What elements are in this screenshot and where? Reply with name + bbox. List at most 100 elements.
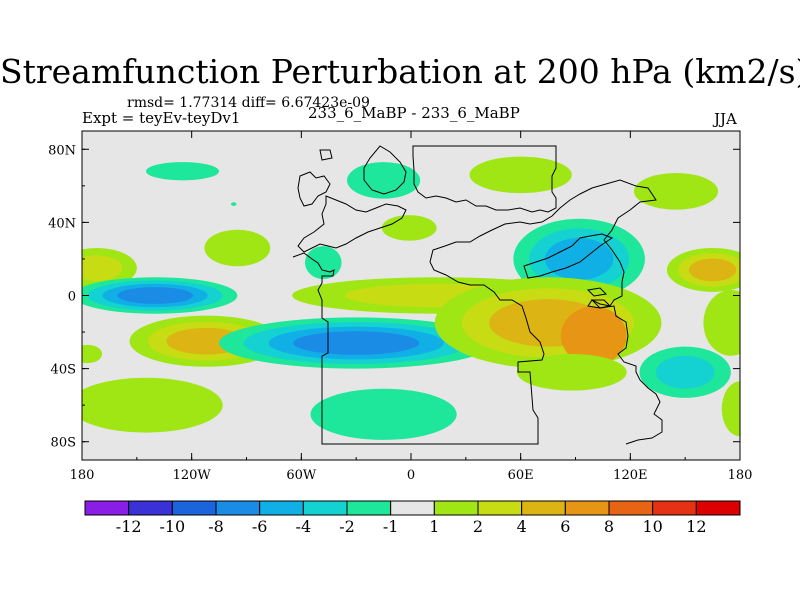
contour-blob (82, 277, 238, 314)
colorbar-box (695, 500, 741, 516)
colorbar-box (346, 500, 392, 516)
contour-blob (469, 156, 572, 194)
contour-level-neg1 (304, 246, 342, 280)
contour-blob (703, 290, 740, 356)
contour-blob (82, 247, 137, 289)
colorbar-label: 10 (642, 517, 662, 536)
contour-level-4 (688, 258, 737, 282)
rmsd-label: rmsd= 1.77314 diff= 6.67423e-09 (127, 95, 370, 111)
colorbar-label: 1 (429, 517, 439, 536)
colorbar-label: -8 (208, 517, 224, 536)
colorbar-label: 12 (686, 517, 706, 536)
x-tick-label: 0 (407, 468, 415, 483)
coastline-south-america (292, 179, 663, 445)
contour-level-neg1 (347, 162, 421, 199)
y-tick-label: 80S (51, 436, 76, 451)
contour-blob (347, 162, 421, 199)
contour-blob (82, 377, 223, 433)
colorbar: -12 -10 -8 -6 -4 -2 -1 1 2 4 6 8 10 12 (84, 500, 741, 536)
y-tick-label: 0 (68, 290, 76, 305)
contour-level-1 (517, 353, 627, 391)
contour-level-1 (204, 229, 271, 267)
experiment-label: Expt = teyEv-teyDv1 (82, 109, 241, 127)
contour-level-1 (381, 215, 437, 241)
x-tick-label: 60E (508, 468, 534, 483)
y-tick-label: 40S (51, 363, 76, 378)
contour-level-1 (703, 290, 740, 356)
contour-blob (434, 277, 662, 369)
colorbar-box (84, 500, 130, 516)
colorbar-box (171, 500, 217, 516)
colorbar-label: -12 (116, 517, 142, 536)
x-tick-label: 120W (173, 468, 212, 483)
coastline-north-america (297, 195, 407, 253)
colorbar-label: 2 (473, 517, 483, 536)
colorbar-label: -2 (339, 517, 355, 536)
contour-blob (304, 246, 342, 280)
colorbar-box (608, 500, 654, 516)
x-tick-label: 180 (70, 468, 95, 483)
colorbar-label: 8 (604, 517, 614, 536)
contour-level-2 (82, 255, 123, 281)
colorbar-box (521, 500, 566, 516)
colorbar-box (564, 500, 610, 516)
x-tick-label: 180 (728, 468, 753, 483)
contour-blob (560, 306, 627, 365)
contour-level-1 (82, 377, 223, 433)
colorbar-box (259, 500, 304, 516)
season-label: JJA (714, 110, 737, 128)
contour-blob (145, 162, 220, 181)
contour-level-neg1 (310, 388, 457, 440)
colorbar-box (128, 500, 173, 516)
contour-level-1 (633, 173, 719, 210)
colorbar-label: -1 (383, 517, 399, 536)
contour-level-neg2 (655, 355, 715, 389)
contour-level-neg6 (117, 287, 193, 304)
contour-blob (230, 202, 237, 206)
contour-blob (204, 229, 271, 267)
contour-blob (310, 388, 457, 440)
contour-blob (633, 173, 719, 210)
colorbar-label: 4 (517, 517, 527, 536)
contour-level-1 (82, 344, 103, 364)
x-axis: 180 120W 60W 0 60E 120E 180 (70, 131, 753, 483)
contour-blob (721, 381, 740, 437)
contour-blob (639, 346, 731, 398)
colorbar-label: 6 (560, 517, 570, 536)
coastline-north-eu (412, 145, 557, 213)
colorbar-label: -10 (159, 517, 185, 536)
contour-blob (219, 317, 494, 369)
contour-level-neg1 (230, 202, 237, 206)
colorbar-box (390, 500, 435, 516)
y-tick-label: 40N (48, 216, 76, 231)
contour-fill-layer (82, 156, 740, 440)
y-axis: 80N 40N 0 40S 80S (48, 143, 740, 451)
chart-title: Streamfunction Perturbation at 200 hPa (… (0, 52, 800, 91)
contour-blob (82, 344, 103, 364)
case-label: 233_6_MaBP - 233_6_MaBP (308, 104, 520, 122)
contour-level-neg6 (293, 331, 420, 355)
colorbar-box (215, 500, 261, 516)
contour-blob (666, 247, 740, 292)
colorbar-label: -6 (252, 517, 268, 536)
colorbar-box (652, 500, 697, 516)
coastline-pacific-islands (586, 287, 612, 309)
y-tick-label: 80N (48, 143, 76, 158)
colorbar-box (477, 500, 523, 516)
colorbar-label: -4 (296, 517, 312, 536)
contour-level-1 (721, 381, 740, 437)
colorbar-box (302, 500, 348, 516)
contour-level-neg1 (145, 162, 220, 181)
x-tick-label: 120E (613, 468, 647, 483)
contour-blob (381, 215, 437, 241)
contour-level-1 (469, 156, 572, 194)
coastline-arctic-islands (297, 149, 333, 207)
colorbar-box (433, 500, 479, 516)
coastline-greenland (363, 145, 407, 195)
coastline-layer (292, 145, 663, 445)
contour-level-6 (560, 306, 627, 365)
contour-blob (517, 353, 627, 391)
x-tick-label: 60W (286, 468, 317, 483)
coastline-southeast-asia (523, 233, 614, 279)
